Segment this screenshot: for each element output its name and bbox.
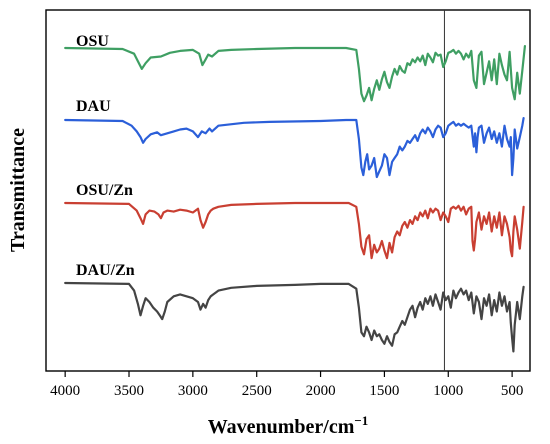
series-line-dau-zn xyxy=(64,281,525,353)
x-tick-label: 2500 xyxy=(242,383,272,399)
x-tick-label: 3000 xyxy=(178,383,208,399)
x-axis-title: Wavenumber/cm−1 xyxy=(208,413,369,438)
series-label-dau: DAU xyxy=(76,98,111,115)
x-tick-label: 4000 xyxy=(50,383,80,399)
series-label-dau-zn: DAU/Zn xyxy=(76,262,135,279)
series-labels: OSU DAU OSU/Zn DAU/Zn xyxy=(76,33,135,279)
series-label-osu: OSU xyxy=(76,33,109,50)
spectra-traces xyxy=(64,44,527,353)
x-tick-label: 500 xyxy=(501,383,524,399)
plot-frame xyxy=(45,9,531,372)
y-axis-title: Transmittance xyxy=(7,128,29,252)
series-line-dau xyxy=(64,116,525,179)
series-label-osu-zn: OSU/Zn xyxy=(76,182,133,199)
x-tick-label: 3500 xyxy=(114,383,144,399)
x-axis-ticks: 4000 3500 3000 2500 2000 1500 1000 500 xyxy=(50,371,523,399)
x-axis-title-superscript: −1 xyxy=(354,413,368,428)
x-tick-label: 2000 xyxy=(306,383,336,399)
x-tick-label: 1000 xyxy=(433,383,463,399)
series-line-osu xyxy=(64,44,527,103)
series-line-osu-zn xyxy=(64,201,525,260)
x-tick-label: 1500 xyxy=(369,383,399,399)
x-axis-title-text: Wavenumber/cm xyxy=(208,416,355,438)
